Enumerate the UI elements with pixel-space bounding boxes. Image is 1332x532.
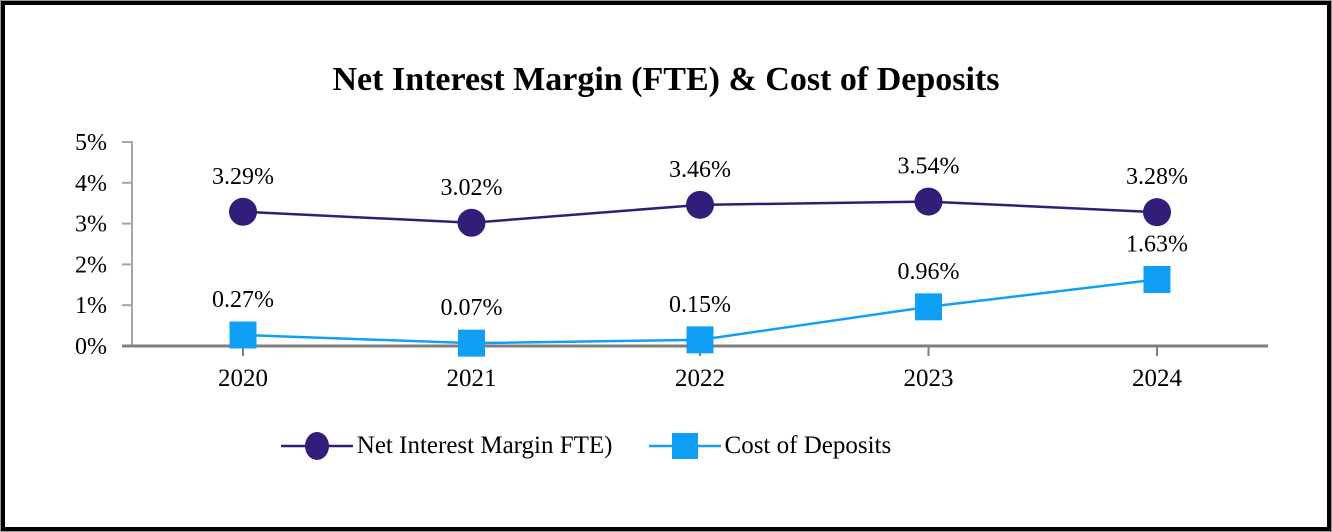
data-point-label: 0.07% bbox=[441, 295, 503, 321]
data-point-label: 3.02% bbox=[441, 175, 503, 201]
y-axis-tick-label: 1% bbox=[75, 293, 107, 319]
data-point-label: 3.46% bbox=[669, 157, 731, 183]
data-point-label: 0.96% bbox=[898, 259, 960, 285]
legend-label-nim: Net Interest Margin FTE) bbox=[356, 432, 613, 459]
chart-title: Net Interest Margin (FTE) & Cost of Depo… bbox=[332, 61, 1000, 98]
data-point-label: 0.27% bbox=[212, 287, 274, 313]
data-point-marker-square bbox=[686, 326, 714, 354]
legend-item-cost-of-deposits: Cost of Deposits bbox=[648, 426, 892, 466]
line-chart-plot-area: 5% 4% 3% 2% 1% 0% 2020 2021 2022 2023 2024 3.29% 3.0… bbox=[75, 130, 1268, 392]
x-axis-category-label: 2022 bbox=[675, 365, 725, 392]
data-point-marker-circle bbox=[1143, 198, 1171, 227]
data-point-marker-circle bbox=[914, 187, 943, 216]
x-axis-category-label: 2024 bbox=[1132, 365, 1183, 392]
data-point-marker-square bbox=[1143, 265, 1171, 293]
legend-item-net-interest-margin: Net Interest Margin FTE) bbox=[280, 426, 613, 466]
cod-square-marker-icon bbox=[648, 433, 721, 459]
data-point-label: 3.54% bbox=[898, 154, 960, 180]
y-axis-tick-label: 5% bbox=[75, 130, 107, 156]
data-point-marker-circle bbox=[229, 197, 257, 226]
x-axis-category-label: 2020 bbox=[218, 365, 268, 392]
data-point-marker-circle bbox=[686, 190, 714, 219]
data-point-marker-circle bbox=[457, 208, 486, 237]
data-point-label: 0.15% bbox=[669, 292, 731, 318]
data-point-label: 3.28% bbox=[1126, 164, 1188, 190]
nim-circle-marker-icon bbox=[280, 432, 353, 460]
y-axis-tick-label: 4% bbox=[75, 171, 107, 197]
y-axis-tick-label: 3% bbox=[75, 212, 107, 238]
data-point-marker-square bbox=[458, 329, 485, 357]
legend-label-cod: Cost of Deposits bbox=[724, 432, 892, 459]
data-point-marker-square bbox=[915, 293, 942, 321]
x-axis-category-label: 2023 bbox=[904, 365, 954, 392]
y-axis-tick-label: 0% bbox=[75, 334, 107, 360]
y-axis-tick-label: 2% bbox=[75, 252, 107, 278]
chart-legend: Net Interest Margin FTE) Cost of Deposit… bbox=[5, 426, 1247, 466]
data-point-label: 1.63% bbox=[1126, 231, 1188, 257]
data-point-marker-square bbox=[229, 321, 257, 349]
x-axis-category-label: 2021 bbox=[447, 365, 497, 392]
data-point-label: 3.29% bbox=[212, 164, 274, 190]
